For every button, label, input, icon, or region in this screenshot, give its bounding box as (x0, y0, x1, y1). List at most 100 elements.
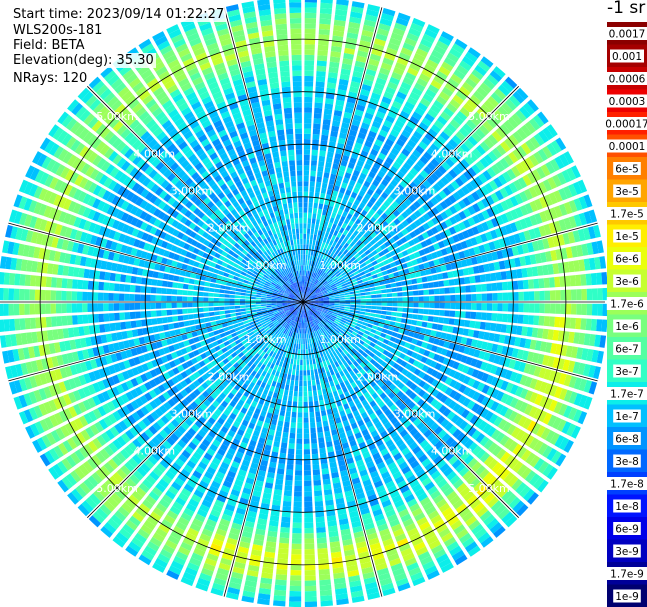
data-cell (452, 94, 464, 105)
data-cell (418, 206, 426, 215)
data-cell (329, 298, 335, 301)
data-cell (328, 306, 335, 309)
data-cell (312, 305, 318, 308)
data-cell (357, 320, 363, 325)
data-cell (359, 228, 366, 236)
data-cell (429, 143, 440, 153)
data-cell (311, 380, 316, 386)
data-cell (397, 252, 404, 259)
data-cell (309, 289, 313, 294)
data-cell (473, 111, 485, 123)
data-cell (304, 569, 316, 576)
data-cell (314, 107, 323, 114)
data-cell (318, 224, 323, 231)
data-cell (503, 335, 511, 345)
data-cell (499, 226, 508, 236)
data-cell (522, 279, 529, 290)
data-cell (320, 278, 326, 284)
data-cell (370, 231, 377, 239)
data-cell (391, 331, 398, 338)
data-cell (505, 324, 513, 334)
data-cell (308, 302, 314, 305)
data-cell (356, 265, 362, 271)
data-cell (596, 240, 604, 254)
data-cell (378, 276, 385, 282)
data-cell (344, 257, 350, 263)
data-cell (298, 386, 303, 392)
data-cell (485, 322, 492, 331)
data-cell (319, 8, 332, 15)
data-cell (336, 265, 342, 271)
data-cell (427, 282, 434, 288)
data-cell (434, 295, 440, 302)
data-cell (326, 238, 331, 245)
data-cell (360, 252, 367, 259)
data-cell (337, 170, 345, 177)
data-cell (413, 251, 421, 258)
data-cell (347, 184, 354, 192)
data-cell (373, 253, 381, 260)
data-cell (395, 157, 405, 166)
data-cell (331, 234, 336, 241)
data-cell (313, 113, 322, 119)
data-cell (331, 253, 337, 260)
data-cell (304, 7, 317, 14)
data-cell (309, 191, 314, 198)
data-cell (377, 152, 387, 161)
data-cell (359, 286, 365, 290)
data-cell (294, 380, 299, 386)
data-cell (433, 316, 439, 323)
data-cell (292, 522, 302, 529)
data-cell (277, 420, 284, 427)
data-cell (471, 132, 482, 143)
data-cell (318, 283, 323, 288)
data-cell (486, 293, 493, 301)
data-cell (524, 338, 532, 349)
data-cell (470, 339, 478, 348)
data-cell (319, 264, 324, 270)
data-cell (308, 300, 314, 302)
data-cell (289, 585, 302, 592)
data-cell (350, 299, 356, 302)
data-cell (447, 271, 454, 279)
data-cell (337, 244, 343, 251)
data-cell (409, 62, 421, 72)
data-cell (423, 151, 433, 161)
data-cell (305, 292, 309, 298)
data-cell (465, 238, 473, 248)
data-cell (348, 286, 354, 290)
data-cell (426, 322, 433, 329)
data-cell (392, 209, 401, 217)
data-cell (370, 290, 377, 295)
data-cell (563, 389, 573, 403)
data-cell (273, 600, 286, 607)
data-cell (539, 341, 547, 352)
data-cell (385, 217, 393, 225)
data-cell (485, 363, 493, 373)
data-cell (456, 64, 469, 76)
data-cell (527, 99, 539, 112)
data-cell (386, 330, 393, 336)
data-cell (502, 303, 509, 312)
data-cell (428, 289, 435, 295)
data-cell (471, 294, 477, 301)
data-cell (365, 272, 372, 278)
data-cell (418, 216, 426, 224)
data-cell (304, 65, 314, 71)
data-cell (364, 269, 371, 274)
data-cell (549, 384, 558, 397)
data-cell (339, 302, 346, 304)
data-cell (534, 213, 543, 225)
data-cell (278, 542, 289, 549)
data-cell (389, 336, 397, 343)
data-cell (415, 145, 425, 155)
data-cell (368, 320, 374, 325)
data-cell (407, 285, 413, 291)
data-cell (323, 172, 330, 179)
data-cell (377, 196, 386, 204)
data-cell (537, 148, 548, 162)
data-cell (409, 204, 417, 212)
data-cell (386, 170, 395, 179)
data-cell (389, 192, 398, 200)
data-cell (435, 40, 449, 51)
